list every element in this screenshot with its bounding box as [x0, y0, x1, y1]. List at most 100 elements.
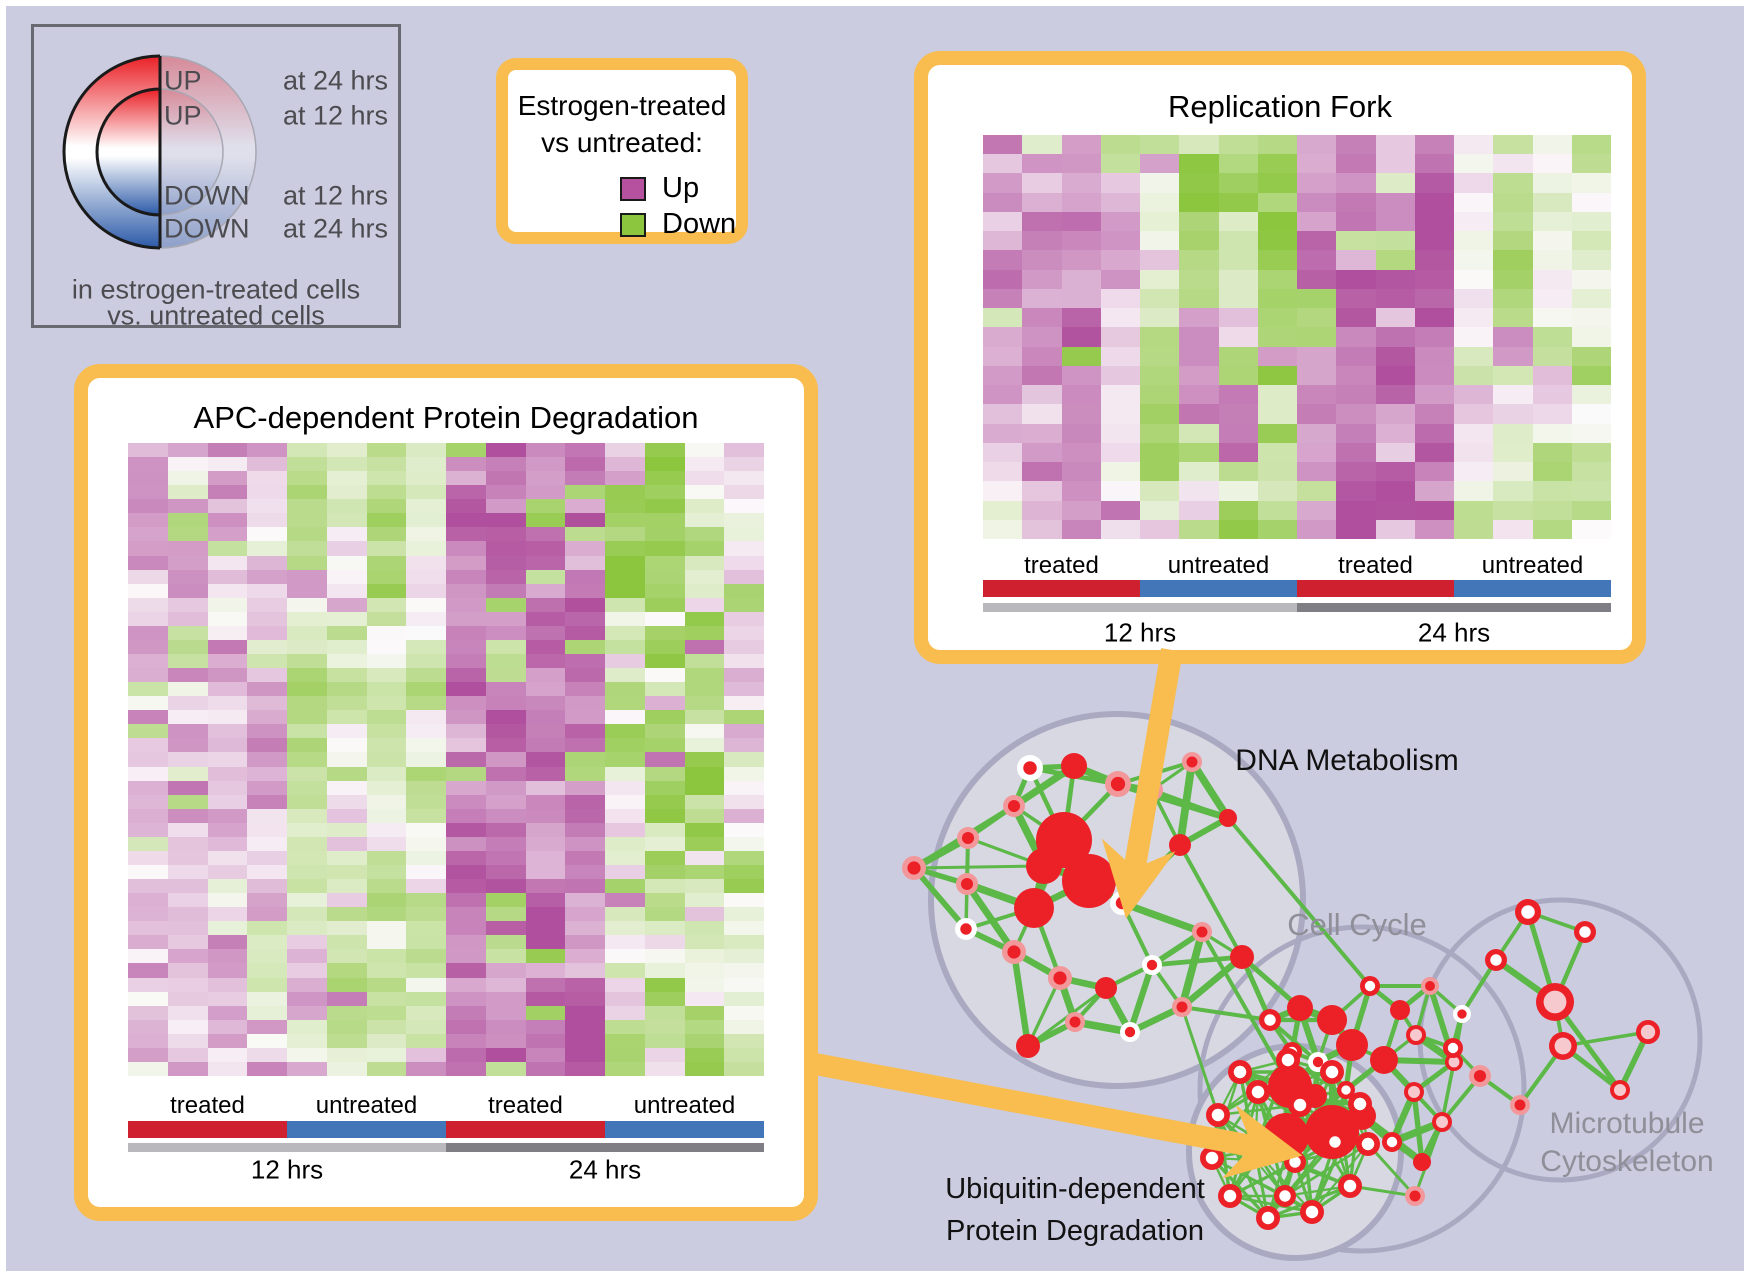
heatmap-cell [287, 639, 327, 654]
heatmap-cell [1571, 462, 1611, 482]
heatmap-cell [1179, 500, 1219, 520]
condition-label: untreated [633, 1092, 736, 1119]
heatmap-cell [485, 836, 526, 851]
heatmap-cell [644, 879, 685, 894]
heatmap-cell [167, 879, 208, 894]
heatmap-cell [1454, 500, 1494, 520]
heatmap-cell [128, 682, 168, 697]
heatmap-cell [446, 893, 486, 908]
heatmap-cell [485, 668, 526, 683]
network-node [1336, 1029, 1368, 1061]
heatmap-cell [1179, 404, 1219, 424]
heatmap-cell [128, 443, 168, 458]
heatmap-cell [1100, 346, 1140, 366]
heatmap-cell [247, 935, 287, 950]
heatmap-cell [1218, 135, 1258, 155]
heatmap-cell [167, 597, 208, 612]
heatmap-cell [1100, 481, 1140, 501]
heatmap-cell [1140, 346, 1180, 366]
heatmap-cell [644, 836, 685, 851]
heatmap-cell [565, 653, 605, 669]
heatmap-cell [983, 385, 1023, 405]
heatmap-cell [1179, 250, 1219, 270]
heatmap-cell [128, 1019, 168, 1034]
heatmap-cell [287, 541, 327, 556]
heatmap-cell [1297, 231, 1337, 251]
heatmap-cell [724, 963, 764, 978]
heatmap-cell [1179, 135, 1219, 155]
heatmap-cell [525, 682, 566, 697]
heatmap-cell [446, 949, 486, 964]
heatmap-cell [1297, 288, 1337, 309]
heatmap-cell [167, 569, 208, 584]
heatmap-cell [605, 1047, 645, 1062]
heatmap-cell [605, 907, 645, 922]
heatmap-cell [128, 724, 168, 739]
heatmap-cell [207, 850, 248, 865]
heatmap-cell [565, 808, 605, 823]
heatmap-cell [1493, 250, 1533, 270]
down-color-swatch [620, 212, 646, 237]
heatmap-cell [1414, 462, 1454, 482]
heatmap-cell [128, 583, 168, 598]
heatmap-cell [983, 442, 1023, 463]
heatmap-cell [605, 710, 645, 725]
heatmap-cell [326, 963, 367, 978]
heatmap-cell [326, 1047, 367, 1062]
heatmap-cell [565, 527, 605, 542]
heatmap-cell [167, 738, 208, 753]
heatmap-cell [366, 893, 407, 908]
heatmap-cell [1375, 308, 1415, 328]
treated-bar [983, 580, 1140, 597]
heatmap-cell [525, 808, 566, 823]
network-edge [1010, 951, 1032, 1047]
color-key-title-line2: vs untreated: [541, 127, 703, 158]
heatmap-cell [485, 1019, 526, 1034]
heatmap-cell [446, 780, 486, 795]
heatmap-cell [167, 513, 208, 528]
heatmap-cell [684, 864, 725, 880]
heatmap-cell [446, 822, 486, 837]
heatmap-cell [684, 1005, 725, 1020]
heatmap-cell [1336, 365, 1376, 386]
network-edge [1200, 931, 1292, 1087]
heatmap-cell [644, 850, 685, 865]
heatmap-cell [1454, 308, 1494, 328]
heatmap-cell [485, 850, 526, 865]
heatmap-cell [684, 682, 725, 697]
heatmap-cell [207, 1047, 248, 1062]
heatmap-cell [247, 1061, 287, 1076]
heatmap-cell [485, 597, 526, 612]
network-edge [1178, 844, 1244, 958]
heatmap-cell [565, 724, 605, 739]
heatmap-cell [605, 766, 645, 781]
heatmap-cell [525, 569, 566, 584]
heatmap-cell [525, 471, 566, 486]
heatmap-cell [485, 794, 526, 809]
heatmap-cell [446, 794, 486, 809]
heatmap-cell [366, 1033, 407, 1048]
heatmap-cell [247, 668, 287, 683]
heatmap-cell [167, 443, 208, 458]
heatmap-cell [565, 794, 605, 809]
heatmap-cell [167, 724, 208, 739]
heatmap-cell [525, 1047, 566, 1062]
heatmap-cell [1140, 519, 1180, 539]
network-node [1263, 1113, 1309, 1159]
network-node-core [1146, 959, 1158, 971]
heatmap-cell [287, 527, 327, 542]
treated-bar [128, 1121, 287, 1138]
heatmap-cell [565, 991, 605, 1006]
heatmap-cell [605, 738, 645, 753]
heatmap-cell [326, 977, 367, 992]
heatmap-cell [565, 541, 605, 556]
heatmap-cell [605, 611, 645, 626]
heatmap-cell [1218, 288, 1258, 309]
heatmap-cell [1257, 365, 1297, 386]
condition-label: untreated [1167, 552, 1270, 579]
heatmap-cell [1257, 481, 1297, 501]
heatmap-cell [605, 879, 645, 894]
up-down-circle-glyph [62, 52, 260, 252]
heatmap-cell [1454, 404, 1494, 424]
network-node-core [1640, 1024, 1656, 1040]
